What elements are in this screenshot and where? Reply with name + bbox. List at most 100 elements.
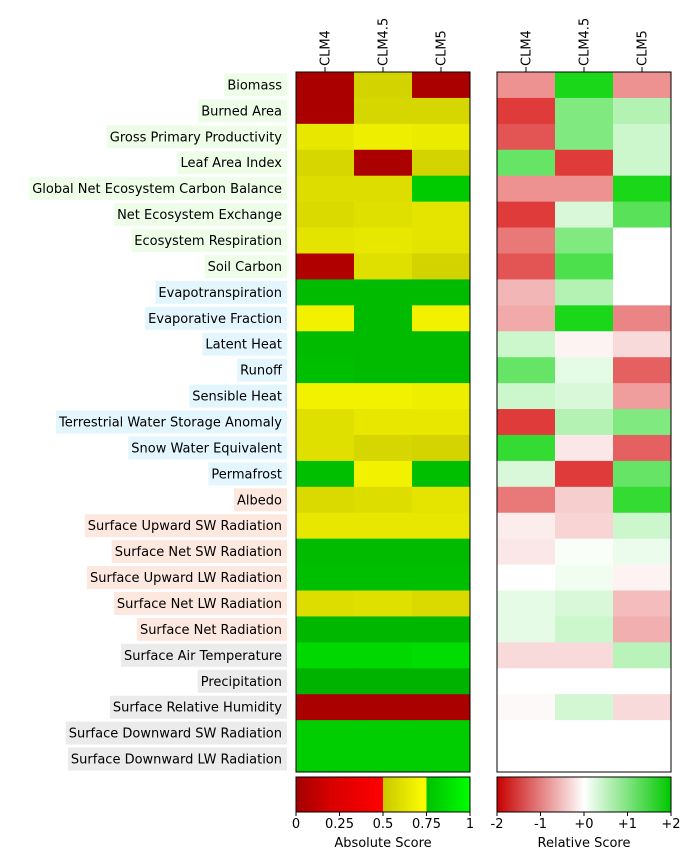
row-label: Surface Net SW Radiation [115, 545, 282, 560]
relative-cell [613, 123, 672, 151]
relative-cell [555, 590, 614, 617]
absolute-cell [354, 201, 413, 228]
row-label-bg [197, 669, 287, 693]
relative-cell [497, 97, 556, 125]
absolute-cell [412, 564, 471, 591]
relative-cell [497, 253, 556, 280]
relative-cell [497, 383, 556, 410]
relative-cell [555, 253, 614, 280]
absolute-cell [296, 227, 355, 254]
absolute-cell [412, 331, 471, 358]
relative-cell [555, 305, 614, 332]
relative-cell [613, 253, 672, 280]
absolute-cell [412, 668, 471, 695]
absolute-cell [296, 564, 355, 591]
relative-cell [613, 305, 672, 332]
relative-cell [497, 331, 556, 358]
absolute-cell [354, 383, 413, 410]
colorbar-tick-label: 0.5 [373, 817, 394, 832]
absolute-cell [412, 279, 471, 306]
row-label: Burned Area [201, 104, 282, 119]
absolute-cell [296, 434, 355, 462]
absolute-cell [296, 538, 355, 565]
relative-cell [613, 460, 672, 488]
absolute-cell [354, 123, 413, 151]
absolute-cell [354, 149, 413, 177]
colorbar-tick-label: 0.25 [325, 817, 354, 832]
absolute-cell [412, 97, 471, 125]
absolute-cell [412, 149, 471, 177]
absolute-cell [354, 175, 413, 203]
row-label: Gross Primary Productivity [110, 130, 283, 145]
row-label: Permafrost [211, 467, 282, 482]
row-label-bg [224, 73, 287, 97]
relative-cell [555, 279, 614, 306]
row-label-bg [189, 384, 287, 408]
relative-cell [497, 175, 556, 203]
absolute-cell [354, 72, 413, 99]
relative-cell [555, 227, 614, 254]
absolute-cell [412, 590, 471, 617]
relative-cell [555, 538, 614, 565]
absolute-cell [412, 512, 471, 540]
absolute-cell [296, 357, 355, 384]
relative-cell [555, 383, 614, 410]
relative-cell [497, 357, 556, 384]
relative-cell [613, 564, 672, 591]
absolute-cell [354, 746, 413, 773]
absolute-cell [354, 694, 413, 721]
relative-cell [613, 434, 672, 462]
row-label-bg [121, 643, 287, 667]
relative-cell [613, 357, 672, 384]
relative-cell [497, 149, 556, 177]
relative-cell [497, 720, 556, 747]
row-label: Runoff [240, 364, 283, 379]
row-label-bg [109, 695, 287, 719]
absolute-cell [296, 97, 355, 125]
column-header: CLM4.5 [578, 18, 593, 66]
row-label-bg [204, 254, 287, 278]
relative-cell [555, 123, 614, 151]
relative-colorbar: -2 -1 +0 +1 +2 Relative Score [491, 776, 681, 851]
colorbar-tick-label: +1 [618, 817, 637, 832]
relative-cell [497, 486, 556, 514]
absolute-cell [354, 253, 413, 280]
row-label-bg [55, 410, 287, 434]
row-label: Soil Carbon [208, 260, 282, 275]
row-label: Surface Relative Humidity [113, 701, 282, 716]
absolute-cell [354, 668, 413, 695]
relative-cell [555, 72, 614, 99]
absolute-cell [412, 201, 471, 228]
relative-cell [555, 409, 614, 436]
relative-cell [555, 434, 614, 462]
row-label-bg [111, 540, 287, 564]
row-label: Surface Net Radiation [140, 623, 282, 638]
relative-cell [613, 97, 672, 125]
relative-cell [613, 409, 672, 436]
relative-cell [497, 72, 556, 99]
row-label-bg [114, 203, 287, 227]
absolute-cell [412, 434, 471, 462]
absolute-cell [412, 642, 471, 669]
relative-cell [555, 175, 614, 203]
relative-cell [497, 201, 556, 228]
row-label-bg [208, 462, 287, 486]
row-label-bg [128, 436, 287, 460]
row-label: Ecosystem Respiration [134, 234, 282, 249]
absolute-cell [354, 227, 413, 254]
row-label: Net Ecosystem Exchange [117, 208, 282, 223]
row-label: Sensible Heat [192, 390, 282, 405]
row-label-bg [136, 617, 287, 641]
relative-cell [497, 746, 556, 773]
absolute-cell [412, 175, 471, 203]
row-label: Global Net Ecosystem Carbon Balance [32, 182, 282, 197]
absolute-cell [412, 383, 471, 410]
row-label-bg [84, 514, 287, 538]
absolute-cell [354, 486, 413, 514]
colorbar-tick-label: +2 [661, 817, 680, 832]
row-label: Surface Downward LW Radiation [71, 753, 282, 768]
row-labels: Biomass Burned Area Gross Primary Producti… [29, 73, 287, 771]
relative-cell [497, 123, 556, 151]
relative-cell [497, 538, 556, 565]
